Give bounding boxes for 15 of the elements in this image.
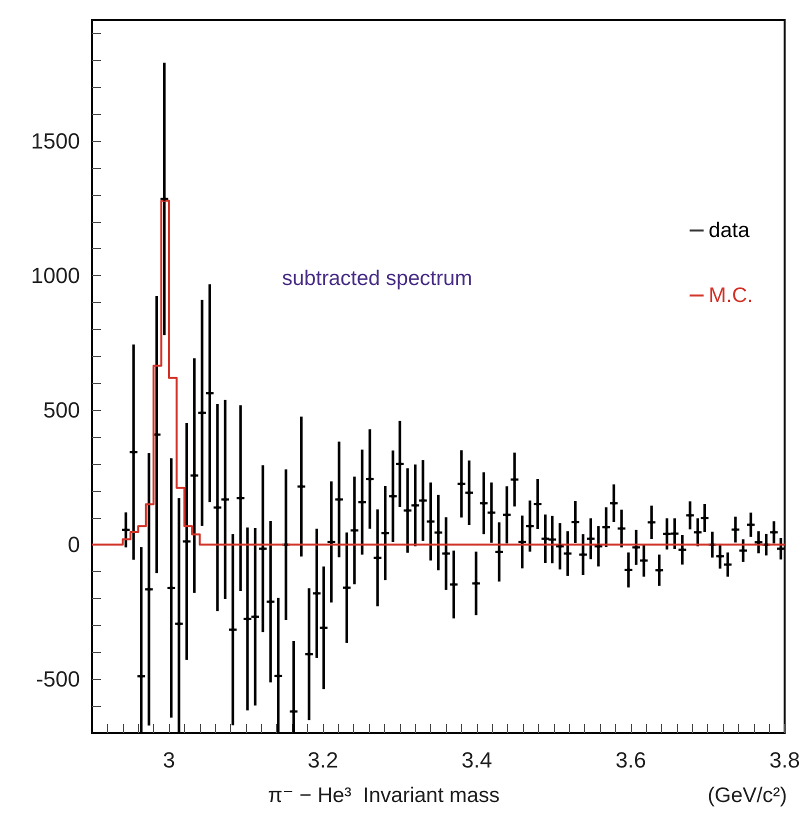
text: (GeV/c²): [708, 784, 788, 807]
annotation: subtracted spectrum: [282, 267, 472, 290]
legend-label: M.C.: [708, 284, 753, 307]
y-tick-label: 0: [68, 532, 80, 558]
x-tick-label: 3: [162, 748, 176, 772]
y-tick-label: 1500: [31, 128, 80, 154]
y-tick-label: 1000: [31, 263, 80, 288]
x-tick-label: 3.6: [615, 748, 646, 772]
y-tick-label: 500: [43, 398, 80, 423]
legend-label: data: [708, 219, 750, 242]
x-tick-label: 3.2: [308, 748, 338, 772]
x-tick-label: 3.4: [462, 748, 492, 772]
x-tick-label: 3.8: [769, 748, 800, 772]
x-axis-title: π⁻ − He³ Invariant mass: [268, 784, 500, 807]
y-tick-label: -500: [36, 666, 80, 692]
